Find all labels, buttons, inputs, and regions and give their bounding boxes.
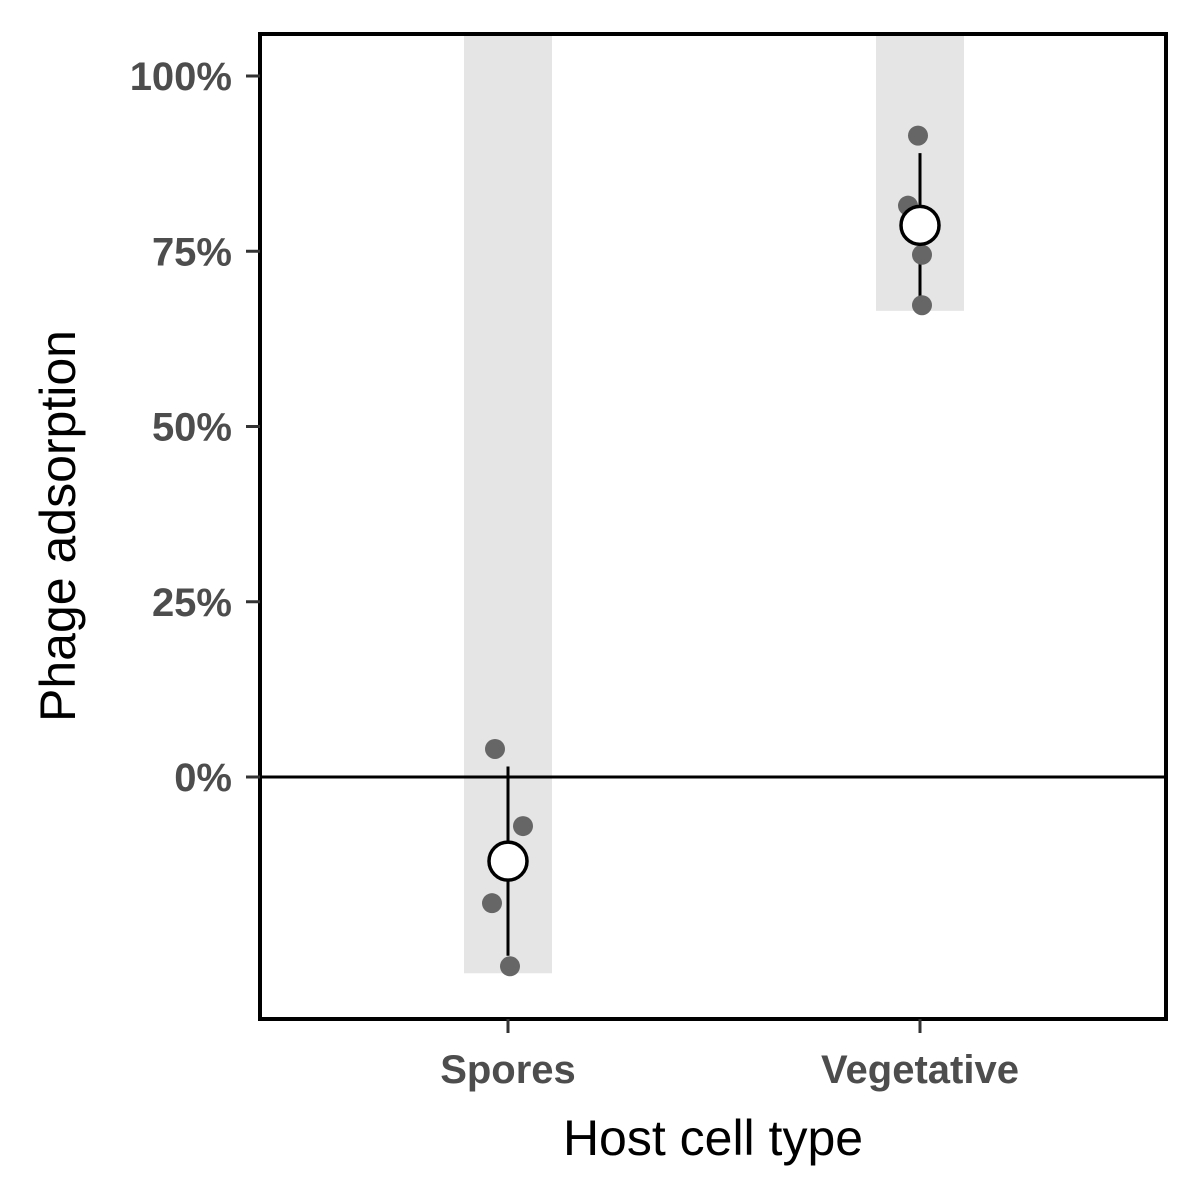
data-point-spores — [485, 738, 505, 759]
mean-marker-spores — [487, 840, 529, 882]
x-axis: Spores Vegetative — [440, 1019, 1019, 1092]
data-points — [482, 125, 932, 977]
y-tick-label: 0% — [174, 756, 232, 800]
x-tick-label: Vegetative — [821, 1048, 1019, 1092]
y-axis: 0% 25% 50% 75% 100% — [130, 55, 260, 800]
y-tick-label: 100% — [130, 55, 232, 99]
data-point-vegetative — [912, 244, 932, 265]
x-tick-label: Spores — [440, 1048, 576, 1092]
data-point-vegetative — [908, 125, 928, 146]
range-bands — [464, 36, 964, 974]
mean-marker-vegetative — [899, 204, 941, 247]
x-axis-title: Host cell type — [563, 1110, 863, 1166]
error-bars — [506, 153, 922, 956]
data-point-spores — [500, 956, 520, 977]
plot-panel-border — [258, 32, 1168, 1021]
y-tick-label: 50% — [152, 406, 232, 450]
y-axis-title: Phage adsorption — [30, 330, 86, 722]
data-point-vegetative — [912, 295, 932, 316]
group-means — [487, 204, 941, 882]
data-point-spores — [482, 893, 502, 914]
y-tick-label: 25% — [152, 581, 232, 625]
data-point-spores — [513, 816, 533, 837]
y-tick-label: 75% — [152, 230, 232, 274]
